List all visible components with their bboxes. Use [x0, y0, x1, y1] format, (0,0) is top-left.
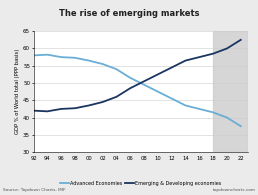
Emerging & Developing economies — [212, 52, 215, 55]
Emerging & Developing economies — [198, 56, 201, 58]
Emerging & Developing economies — [74, 107, 77, 109]
Emerging & Developing economies — [142, 80, 146, 82]
Text: Source: Topdown Charts, IMF: Source: Topdown Charts, IMF — [3, 188, 65, 192]
Advanced Economies — [142, 84, 146, 86]
Emerging & Developing economies — [239, 39, 242, 41]
Emerging & Developing economies — [87, 104, 90, 107]
Text: The rise of emerging markets: The rise of emerging markets — [59, 9, 199, 18]
Advanced Economies — [46, 53, 49, 56]
Advanced Economies — [170, 97, 173, 100]
Advanced Economies — [101, 63, 104, 65]
Advanced Economies — [115, 68, 118, 70]
Advanced Economies — [239, 125, 242, 127]
Emerging & Developing economies — [115, 96, 118, 98]
Emerging & Developing economies — [129, 87, 132, 89]
Advanced Economies — [156, 90, 159, 93]
Text: topdowncharts.com: topdowncharts.com — [212, 188, 255, 192]
Advanced Economies — [74, 57, 77, 59]
Emerging & Developing economies — [170, 66, 173, 69]
Emerging & Developing economies — [156, 73, 159, 75]
Advanced Economies — [32, 54, 35, 57]
Emerging & Developing economies — [225, 47, 229, 50]
Bar — [213, 31, 248, 152]
Advanced Economies — [198, 108, 201, 110]
Emerging & Developing economies — [32, 109, 35, 112]
Advanced Economies — [129, 77, 132, 79]
Advanced Economies — [184, 104, 187, 107]
Advanced Economies — [60, 56, 63, 58]
Emerging & Developing economies — [101, 101, 104, 103]
Legend: Advanced Economies, Emerging & Developing economies: Advanced Economies, Emerging & Developin… — [60, 181, 221, 186]
Advanced Economies — [225, 116, 229, 119]
Emerging & Developing economies — [184, 59, 187, 62]
Emerging & Developing economies — [46, 110, 49, 113]
Advanced Economies — [212, 111, 215, 113]
Y-axis label: GDP % of World total (PPP basis): GDP % of World total (PPP basis) — [15, 49, 20, 134]
Advanced Economies — [87, 59, 90, 62]
Line: Advanced Economies: Advanced Economies — [34, 55, 241, 126]
Emerging & Developing economies — [60, 108, 63, 110]
Line: Emerging & Developing economies: Emerging & Developing economies — [34, 40, 241, 111]
